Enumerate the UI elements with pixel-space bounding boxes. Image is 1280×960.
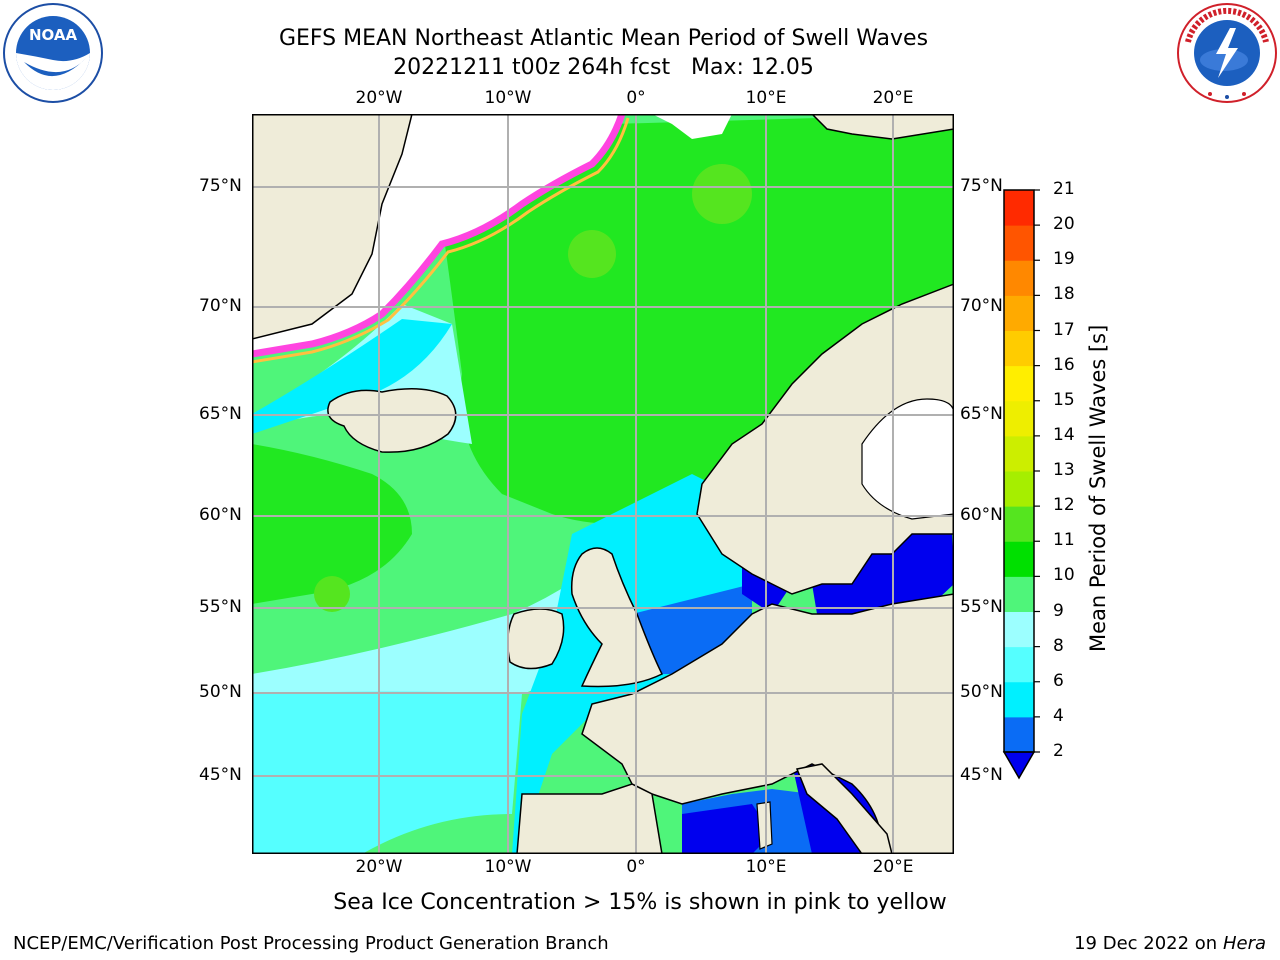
- swell-blob-c: [314, 576, 350, 612]
- svalbard-ice: [652, 114, 732, 139]
- lat-label-left: 45°N: [199, 765, 242, 785]
- colorbar-tick-label: 13: [1053, 460, 1075, 480]
- footer-credit: NCEP/EMC/Verification Post Processing Pr…: [13, 933, 609, 954]
- colorbar-segment: [1004, 190, 1034, 226]
- noaa-logo: NOAA: [3, 3, 103, 103]
- colorbar-segment: [1004, 295, 1034, 331]
- colorbar-tick-label: 20: [1053, 214, 1075, 235]
- colorbar-tick-label: 6: [1053, 670, 1064, 691]
- lat-label-right: 70°N: [960, 296, 1003, 316]
- colorbar-tick-label: 16: [1053, 354, 1075, 375]
- lon-label-bottom: 0°: [626, 857, 646, 877]
- colorbar-segment: [1004, 681, 1034, 718]
- swell-below-2s-med: [682, 804, 772, 854]
- lon-label-bottom: 20°E: [872, 857, 914, 877]
- swell-blob-a: [568, 230, 616, 278]
- colorbar-segment: [1004, 576, 1034, 612]
- colorbar-tick-label: 12: [1053, 495, 1075, 516]
- colorbar-tick-label: 14: [1053, 424, 1075, 445]
- colorbar-segment: [1004, 260, 1034, 296]
- lat-label-right: 55°N: [960, 597, 1003, 617]
- colorbar-title: Mean Period of Swell Waves [s]: [1086, 324, 1110, 652]
- noaa-logo-text: NOAA: [29, 26, 78, 44]
- corsica-sardinia: [756, 801, 773, 850]
- swell-band-4s-channel: [632, 584, 752, 674]
- lat-label-left: 60°N: [199, 505, 242, 525]
- colorbar-segment: [1004, 471, 1034, 507]
- colorbar-tick-label: 21: [1053, 179, 1075, 199]
- lon-label-top: 20°E: [872, 88, 914, 108]
- colorbar-segment: [1004, 330, 1034, 367]
- footer-date-text: 19 Dec 2022 on: [1074, 933, 1218, 954]
- lat-label-right: 45°N: [960, 765, 1003, 785]
- colorbar-segment: [1004, 225, 1034, 261]
- lon-label-top: 20°W: [355, 88, 403, 108]
- colorbar-segment: [1004, 646, 1034, 683]
- lat-label-right: 60°N: [960, 505, 1003, 525]
- colorbar-tick-label: 8: [1053, 635, 1064, 656]
- iberia: [516, 783, 663, 854]
- graticule: [252, 114, 954, 854]
- lat-label-left: 65°N: [199, 404, 242, 424]
- swell-period-map: [252, 114, 954, 854]
- lon-label-bottom: 20°W: [355, 857, 403, 877]
- lat-label-right: 75°N: [960, 176, 1003, 196]
- sea-ice-edge-low: [252, 117, 630, 364]
- lat-label-right: 50°N: [960, 682, 1003, 702]
- colorbar-tick-label: 9: [1053, 600, 1064, 621]
- colorbar-segment: [1004, 611, 1034, 648]
- great-britain: [570, 547, 664, 688]
- colorbar-tick-label: 17: [1053, 319, 1075, 340]
- iceland: [327, 388, 457, 453]
- lon-label-top: 0°: [626, 88, 646, 108]
- italy: [795, 763, 893, 854]
- colorbar-segment: [1004, 435, 1034, 472]
- lat-label-left: 55°N: [199, 597, 242, 617]
- footer-host: Hera: [1222, 933, 1266, 954]
- swell-band-6s-iceland: [252, 319, 452, 434]
- lat-label-right: 65°N: [960, 404, 1003, 424]
- swell-blob-b: [692, 164, 752, 224]
- nws-logo: [1177, 3, 1277, 103]
- greenland-land: [252, 114, 413, 340]
- lon-label-bottom: 10°E: [745, 857, 787, 877]
- ireland: [507, 608, 565, 670]
- lat-label-left: 75°N: [199, 176, 242, 196]
- colorbar-tick-label: 18: [1053, 284, 1075, 305]
- lon-label-bottom: 10°W: [484, 857, 532, 877]
- footer-date: 19 Dec 2022 on Hera: [1074, 933, 1266, 954]
- swell-band-11s-west: [252, 444, 412, 604]
- colorbar-segment: [1004, 716, 1034, 753]
- colorbar-tick-label: 10: [1053, 565, 1075, 586]
- sea-ice-note: Sea Ice Concentration > 15% is shown in …: [333, 890, 947, 915]
- colorbar-segment: [1004, 506, 1034, 542]
- map-frame: [252, 114, 954, 854]
- colorbar-segment: [1004, 400, 1034, 437]
- swell-band-8s: [252, 691, 522, 854]
- chart-subtitle: 20221211 t00z 264h fcst Max: 12.05: [393, 55, 814, 80]
- colorbar-tick-label: 11: [1053, 530, 1075, 551]
- colorbar-under-arrow: [1002, 751, 1036, 780]
- colorbar-tick-label: 15: [1053, 389, 1075, 410]
- colorbar-tick-label: 2: [1053, 741, 1064, 761]
- lat-label-left: 50°N: [199, 682, 242, 702]
- sea-ice-edge: [252, 114, 626, 358]
- colorbar-segment: [1004, 541, 1034, 577]
- lat-label-left: 70°N: [199, 296, 242, 316]
- colorbar-segment: [1004, 365, 1034, 402]
- lon-label-top: 10°W: [484, 88, 532, 108]
- colorbar-tick-label: 4: [1053, 705, 1064, 726]
- colorbar-tick-label: 19: [1053, 249, 1075, 270]
- chart-title: GEFS MEAN Northeast Atlantic Mean Period…: [278, 26, 929, 51]
- colorbar: [1002, 189, 1040, 780]
- lon-label-top: 10°E: [745, 88, 787, 108]
